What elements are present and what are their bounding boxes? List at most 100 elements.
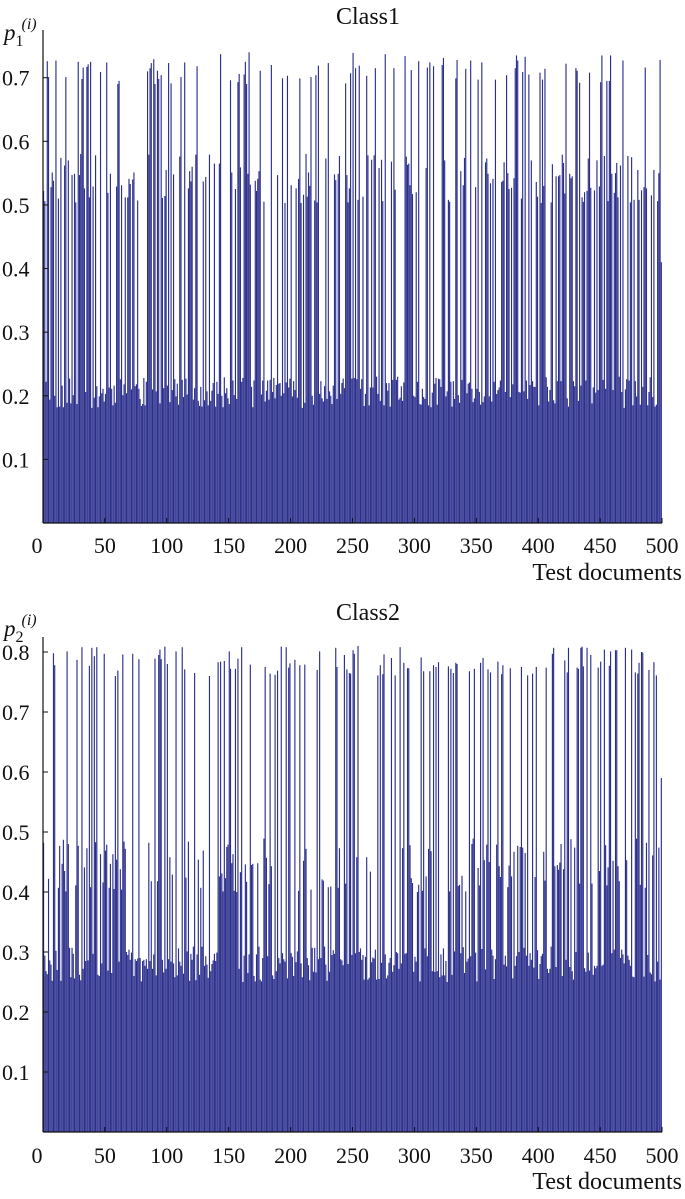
bar	[325, 964, 327, 1132]
bar	[643, 187, 645, 523]
bar	[118, 80, 120, 523]
bar	[426, 956, 428, 1132]
bar	[415, 192, 417, 523]
bar	[135, 384, 137, 523]
bar	[109, 863, 111, 1132]
bar	[558, 176, 560, 523]
bar	[97, 974, 99, 1132]
bar	[491, 401, 493, 523]
bar	[291, 956, 293, 1132]
bar	[175, 396, 177, 523]
bar	[384, 54, 386, 524]
bar	[595, 392, 597, 523]
bar	[158, 655, 160, 1132]
bar	[218, 876, 220, 1132]
bar	[608, 665, 610, 1132]
bar	[530, 959, 532, 1132]
bar	[574, 386, 576, 523]
bar	[288, 667, 290, 1132]
bar	[439, 977, 441, 1132]
bar	[148, 154, 150, 523]
bar	[207, 405, 209, 523]
bar	[493, 979, 495, 1132]
bar	[596, 160, 598, 523]
bar	[119, 379, 121, 523]
bar	[211, 390, 213, 523]
bar	[284, 961, 286, 1132]
bar	[145, 959, 147, 1132]
bar	[163, 388, 165, 523]
bar	[237, 658, 239, 1132]
bar	[128, 949, 130, 1132]
bar	[515, 55, 518, 523]
bar	[632, 976, 634, 1132]
bar	[293, 381, 295, 523]
bar	[158, 78, 160, 523]
x-tick-label: 250	[336, 1143, 369, 1168]
bar	[347, 964, 349, 1132]
bar	[465, 68, 467, 524]
bar	[441, 64, 443, 524]
bar	[534, 877, 536, 1132]
bar	[299, 665, 301, 1132]
x-tick-label: 250	[336, 533, 369, 558]
bar	[399, 647, 401, 1132]
bar	[502, 180, 504, 523]
bar	[86, 848, 88, 1132]
x-tick-label: 450	[584, 1143, 617, 1168]
y-label-sup: (i)	[22, 612, 37, 629]
bar	[300, 963, 302, 1132]
bar	[264, 401, 266, 523]
x-tick-label: 200	[274, 533, 307, 558]
bar	[132, 179, 134, 524]
bar	[253, 380, 255, 523]
bar	[305, 848, 307, 1132]
bar	[606, 80, 608, 523]
bar	[588, 970, 591, 1132]
bar	[46, 61, 48, 524]
bar	[203, 965, 206, 1132]
bar	[195, 980, 197, 1132]
bar	[390, 161, 393, 523]
bar	[437, 662, 440, 1132]
bar	[316, 202, 318, 523]
x-tick-label: 350	[460, 533, 493, 558]
bar	[77, 61, 79, 524]
bar	[442, 57, 445, 524]
bar	[473, 668, 475, 1132]
bar	[359, 388, 362, 523]
bar	[488, 862, 490, 1132]
y-tick-label: 0.4	[2, 257, 30, 282]
bar	[200, 887, 202, 1132]
bar	[425, 168, 427, 524]
bar	[135, 961, 137, 1132]
bar	[343, 388, 345, 523]
bar	[389, 958, 391, 1132]
bar	[426, 67, 428, 523]
bar	[278, 958, 280, 1132]
bar	[562, 162, 565, 523]
bar	[61, 385, 63, 523]
chart-title: Class1	[336, 4, 400, 30]
bar	[56, 970, 58, 1132]
bar	[222, 891, 224, 1132]
bar	[452, 673, 454, 1132]
bar	[87, 64, 89, 523]
bar	[255, 954, 258, 1132]
bar	[96, 647, 98, 1132]
bar	[580, 647, 582, 1132]
bar	[153, 954, 155, 1132]
bar	[460, 171, 462, 523]
bar	[249, 184, 251, 523]
bar	[373, 958, 375, 1132]
bar	[352, 650, 354, 1132]
bar	[322, 880, 324, 1132]
bar	[450, 381, 452, 523]
bar	[191, 959, 193, 1132]
bar	[250, 386, 253, 523]
bar	[536, 196, 539, 524]
bar	[655, 404, 657, 523]
bar	[467, 958, 469, 1132]
bar	[295, 188, 297, 523]
bar	[545, 377, 547, 523]
